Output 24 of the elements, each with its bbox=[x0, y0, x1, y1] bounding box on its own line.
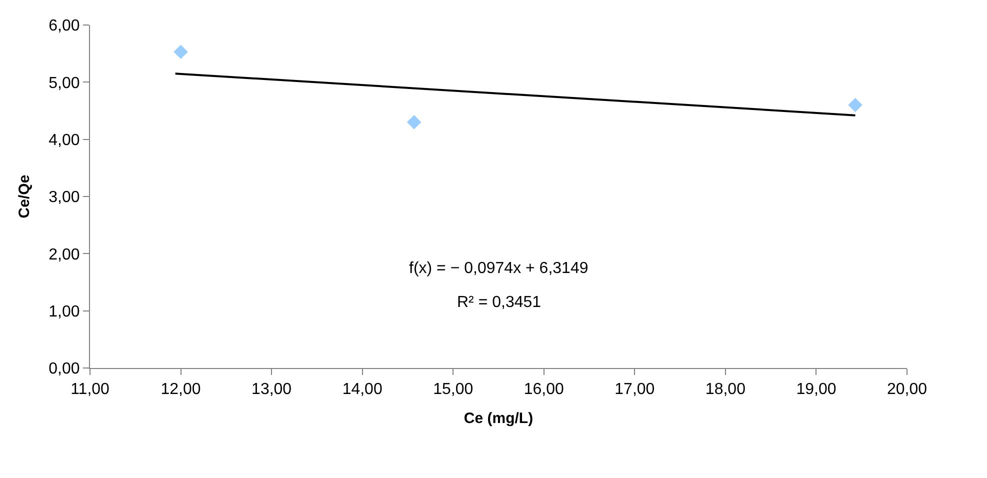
y-axis-title: Ce/Qe bbox=[16, 174, 33, 218]
point bbox=[174, 44, 188, 60]
x-tick-label: 13,00 bbox=[252, 381, 292, 398]
point bbox=[406, 115, 422, 130]
point bbox=[848, 98, 862, 112]
y-tick-label: 0,00 bbox=[48, 360, 80, 378]
x-tick-label: 16,00 bbox=[524, 381, 564, 398]
x-tick-label: 14,00 bbox=[342, 381, 382, 398]
y-tick-label: 3,00 bbox=[48, 189, 80, 206]
y-tick-label: 5,00 bbox=[48, 74, 80, 92]
x-tick-label: 19,00 bbox=[796, 381, 836, 398]
y-tick-label: 4,00 bbox=[48, 132, 80, 149]
x-tick-label: 11,00 bbox=[70, 381, 110, 398]
x-axis-title: Ce (mg/L) bbox=[464, 410, 534, 428]
annotation: R² = 0,3451 bbox=[457, 294, 542, 311]
annotation: f(x) = − 0,0974x + 6,3149 bbox=[409, 260, 588, 277]
x-tick-label: 20,00 bbox=[886, 381, 928, 398]
x-tick-label: 18,00 bbox=[705, 381, 746, 398]
x-tick-label: 12,00 bbox=[160, 381, 201, 398]
y-tick-label: 6,00 bbox=[48, 18, 80, 35]
x-tick-label: 17,00 bbox=[614, 381, 655, 398]
x-tick-label: 15,00 bbox=[433, 381, 474, 398]
y-tick-label: 1,00 bbox=[48, 303, 80, 320]
y-tick-label: 2,00 bbox=[48, 246, 80, 264]
